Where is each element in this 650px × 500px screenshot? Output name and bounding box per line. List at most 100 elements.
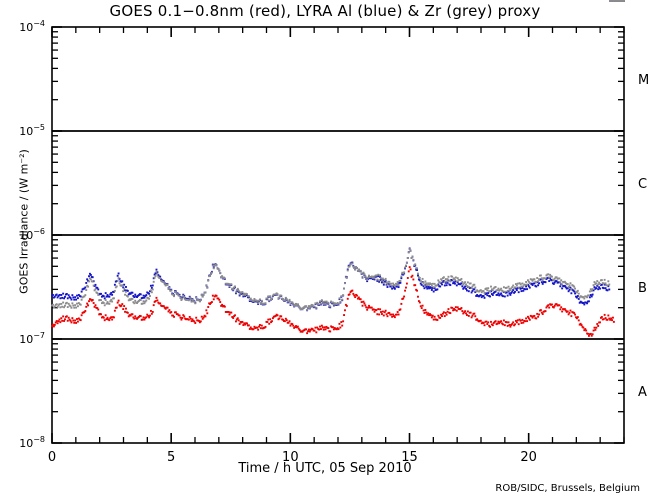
- data-point: [131, 291, 134, 294]
- data-point: [205, 309, 208, 312]
- data-point: [65, 293, 68, 295]
- data-point: [58, 303, 61, 306]
- data-point: [593, 281, 596, 284]
- data-point: [234, 314, 236, 317]
- data-point: [248, 299, 251, 302]
- data-point: [604, 287, 607, 290]
- data-point: [390, 313, 393, 316]
- data-point: [443, 284, 446, 287]
- data-point: [555, 280, 558, 283]
- data-point: [432, 286, 435, 289]
- data-point: [189, 298, 192, 301]
- x-tick-label: 20: [520, 450, 537, 465]
- data-point: [194, 302, 197, 305]
- data-point: [512, 289, 515, 291]
- data-point: [417, 274, 419, 277]
- data-point: [522, 321, 525, 324]
- data-point: [89, 273, 92, 276]
- data-point: [266, 321, 269, 323]
- data-point: [492, 322, 495, 324]
- data-point: [247, 324, 250, 327]
- data-point: [361, 304, 364, 307]
- data-point: [106, 316, 109, 319]
- data-point: [52, 303, 54, 306]
- data-point: [289, 303, 292, 306]
- data-point: [406, 257, 409, 259]
- data-point: [433, 282, 436, 285]
- data-point: [375, 274, 378, 277]
- data-point: [237, 289, 240, 292]
- data-point: [242, 295, 245, 298]
- data-point: [337, 328, 340, 331]
- data-point: [152, 304, 155, 307]
- data-point: [531, 279, 534, 282]
- data-point: [566, 310, 569, 313]
- data-point: [373, 278, 376, 281]
- data-point: [404, 266, 406, 269]
- data-point: [399, 280, 402, 282]
- data-point: [64, 304, 66, 307]
- data-point: [570, 287, 573, 290]
- data-point: [397, 313, 400, 316]
- data-point: [73, 298, 76, 301]
- data-point: [569, 282, 572, 285]
- data-point: [363, 302, 366, 305]
- data-point: [568, 284, 571, 287]
- data-point: [599, 287, 601, 290]
- data-point: [370, 275, 373, 278]
- data-point: [399, 281, 402, 284]
- data-point: [490, 288, 493, 291]
- data-point: [489, 290, 492, 293]
- data-point: [449, 312, 452, 315]
- data-point: [578, 301, 581, 304]
- data-point: [602, 282, 605, 285]
- data-point: [116, 274, 119, 277]
- data-point: [246, 293, 248, 296]
- data-point: [346, 297, 349, 300]
- data-point: [61, 296, 64, 299]
- data-point: [218, 269, 221, 272]
- data-point: [431, 314, 434, 317]
- data-point: [248, 328, 251, 330]
- data-point: [121, 280, 124, 283]
- data-point: [506, 325, 509, 327]
- data-point: [88, 272, 91, 275]
- data-point: [163, 283, 166, 286]
- data-point: [117, 272, 120, 275]
- data-point: [420, 283, 423, 286]
- data-point: [547, 273, 550, 276]
- data-point: [408, 266, 411, 269]
- data-point: [269, 318, 272, 321]
- data-point: [113, 283, 116, 286]
- data-point: [237, 319, 240, 322]
- data-point: [527, 317, 530, 320]
- data-point: [91, 299, 94, 301]
- data-point: [132, 301, 135, 304]
- data-point: [416, 289, 419, 292]
- data-point: [121, 284, 124, 287]
- data-point: [76, 305, 79, 308]
- data-point: [278, 296, 281, 299]
- data-point: [384, 309, 387, 312]
- data-point: [110, 291, 113, 294]
- data-point: [586, 296, 589, 299]
- data-point: [264, 302, 267, 305]
- data-point: [530, 282, 533, 285]
- data-point: [68, 318, 71, 321]
- data-point: [443, 315, 446, 318]
- data-point: [123, 287, 126, 290]
- data-point: [142, 300, 145, 303]
- data-point: [271, 297, 273, 300]
- data-point: [256, 299, 259, 302]
- data-point: [489, 325, 492, 328]
- data-point: [404, 289, 406, 292]
- data-point: [359, 269, 362, 272]
- data-point: [122, 308, 125, 311]
- data-point: [238, 293, 241, 296]
- data-point: [100, 295, 103, 298]
- data-point: [430, 316, 433, 319]
- data-point: [494, 290, 497, 293]
- data-point: [500, 292, 503, 295]
- data-point: [283, 320, 286, 323]
- data-point: [454, 306, 457, 309]
